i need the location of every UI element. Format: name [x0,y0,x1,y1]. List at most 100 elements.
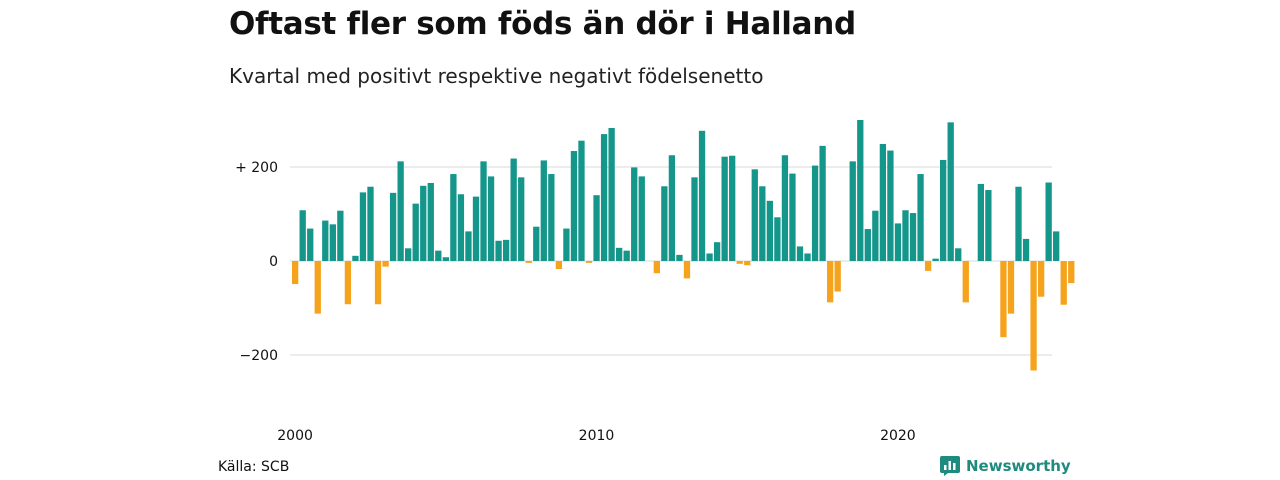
bar-positive [977,183,984,261]
bar-positive [608,127,615,262]
bar-positive [691,177,698,261]
chart-title: Oftast fler som föds än dör i Halland [229,6,856,42]
bar-positive [359,192,367,261]
bar-negative [653,261,660,274]
bar-positive [570,151,578,261]
bar-positive [638,176,645,261]
x-axis-ticks: 2000 2010 2020 [277,428,915,444]
bar-negative [585,261,593,263]
bar-positive [661,186,668,261]
bar-positive [465,231,472,261]
bar-positive [563,228,570,261]
y-tick-label: 0 [269,254,278,270]
bar-positive [533,226,540,261]
bar-positive [668,155,676,261]
bar-positive [887,150,894,261]
x-tick-label: 2010 [579,428,615,444]
bar-negative [374,261,382,305]
bar-positive [307,228,314,261]
bar-positive [940,159,947,261]
bar-positive [329,224,336,261]
bar-positive [955,248,962,261]
bar-positive [600,134,608,261]
bar-positive [322,220,329,261]
bar-negative [924,261,932,271]
bar-positive [729,155,736,261]
newsworthy-logo-icon [940,456,960,476]
y-tick-label: + 200 [235,160,278,176]
bar-positive [367,186,374,261]
bar-positive [510,158,517,261]
bar-positive [804,253,811,261]
bar-positive [427,182,434,261]
bar-negative [555,261,563,269]
bar-positive [578,140,585,261]
bar-positive [472,196,480,261]
bar-positive [751,169,758,261]
bar-negative [1060,261,1067,305]
bar-negative [744,261,751,266]
bar-positive [909,213,917,261]
bar-positive [631,167,638,261]
bar-negative [525,261,532,263]
bar-chart: + 200 0 −200 2000 2010 2020 [235,120,1075,444]
chart-subtitle: Kvartal med positivt respektive negativt… [229,64,764,88]
bar-positive [352,255,359,261]
bar-negative [344,261,352,305]
bar-negative [1068,261,1075,284]
bar-positive [766,200,773,261]
bar-positive [337,210,344,261]
bar-positive [872,210,879,261]
bar-positive [721,156,728,261]
bar-positive [389,192,397,261]
bar-positive [713,242,721,261]
bar-positive [502,239,510,261]
bar-positive [1045,182,1052,261]
bar-positive [796,246,804,261]
bar-positive [759,186,766,261]
bar-positive [864,229,871,261]
x-tick-label: 2000 [277,428,313,444]
bar-negative [382,261,389,267]
bar-positive [1053,231,1060,261]
bar-positive [420,185,427,261]
bar-positive [774,217,781,261]
bar-positive [518,177,525,261]
bar-positive [450,174,457,261]
bar-positive [985,190,992,261]
bar-positive [442,257,449,261]
bar-positive [932,258,939,261]
brand-name: Newsworthy [966,457,1071,475]
x-tick-label: 2020 [880,428,916,444]
bar-negative [834,261,841,292]
bar-positive [548,174,555,261]
bar-positive [616,247,623,261]
bar-positive [857,120,864,261]
bar-positive [917,174,924,261]
bar-negative [736,261,743,264]
bar-negative [1037,261,1045,297]
bar-positive [593,195,600,261]
bar-positive [879,143,887,261]
y-tick-label: −200 [240,348,278,364]
bar-positive [299,210,306,261]
bar-positive [495,240,502,261]
bar-positive [1022,238,1030,261]
bars [292,120,1075,371]
bar-negative [314,261,321,314]
bar-positive [397,161,404,261]
bar-negative [1030,261,1037,371]
bar-positive [947,122,954,261]
bar-positive [457,194,465,261]
bar-positive [412,203,419,261]
bar-positive [902,210,909,261]
bar-positive [706,253,713,261]
brand-logo[interactable]: Newsworthy [940,456,1071,476]
source-note: Källa: SCB [218,459,290,475]
bar-positive [894,223,902,261]
bar-negative [683,261,691,279]
bar-positive [819,145,826,261]
bar-positive [540,160,547,261]
bar-positive [781,155,789,261]
bar-negative [826,261,834,303]
